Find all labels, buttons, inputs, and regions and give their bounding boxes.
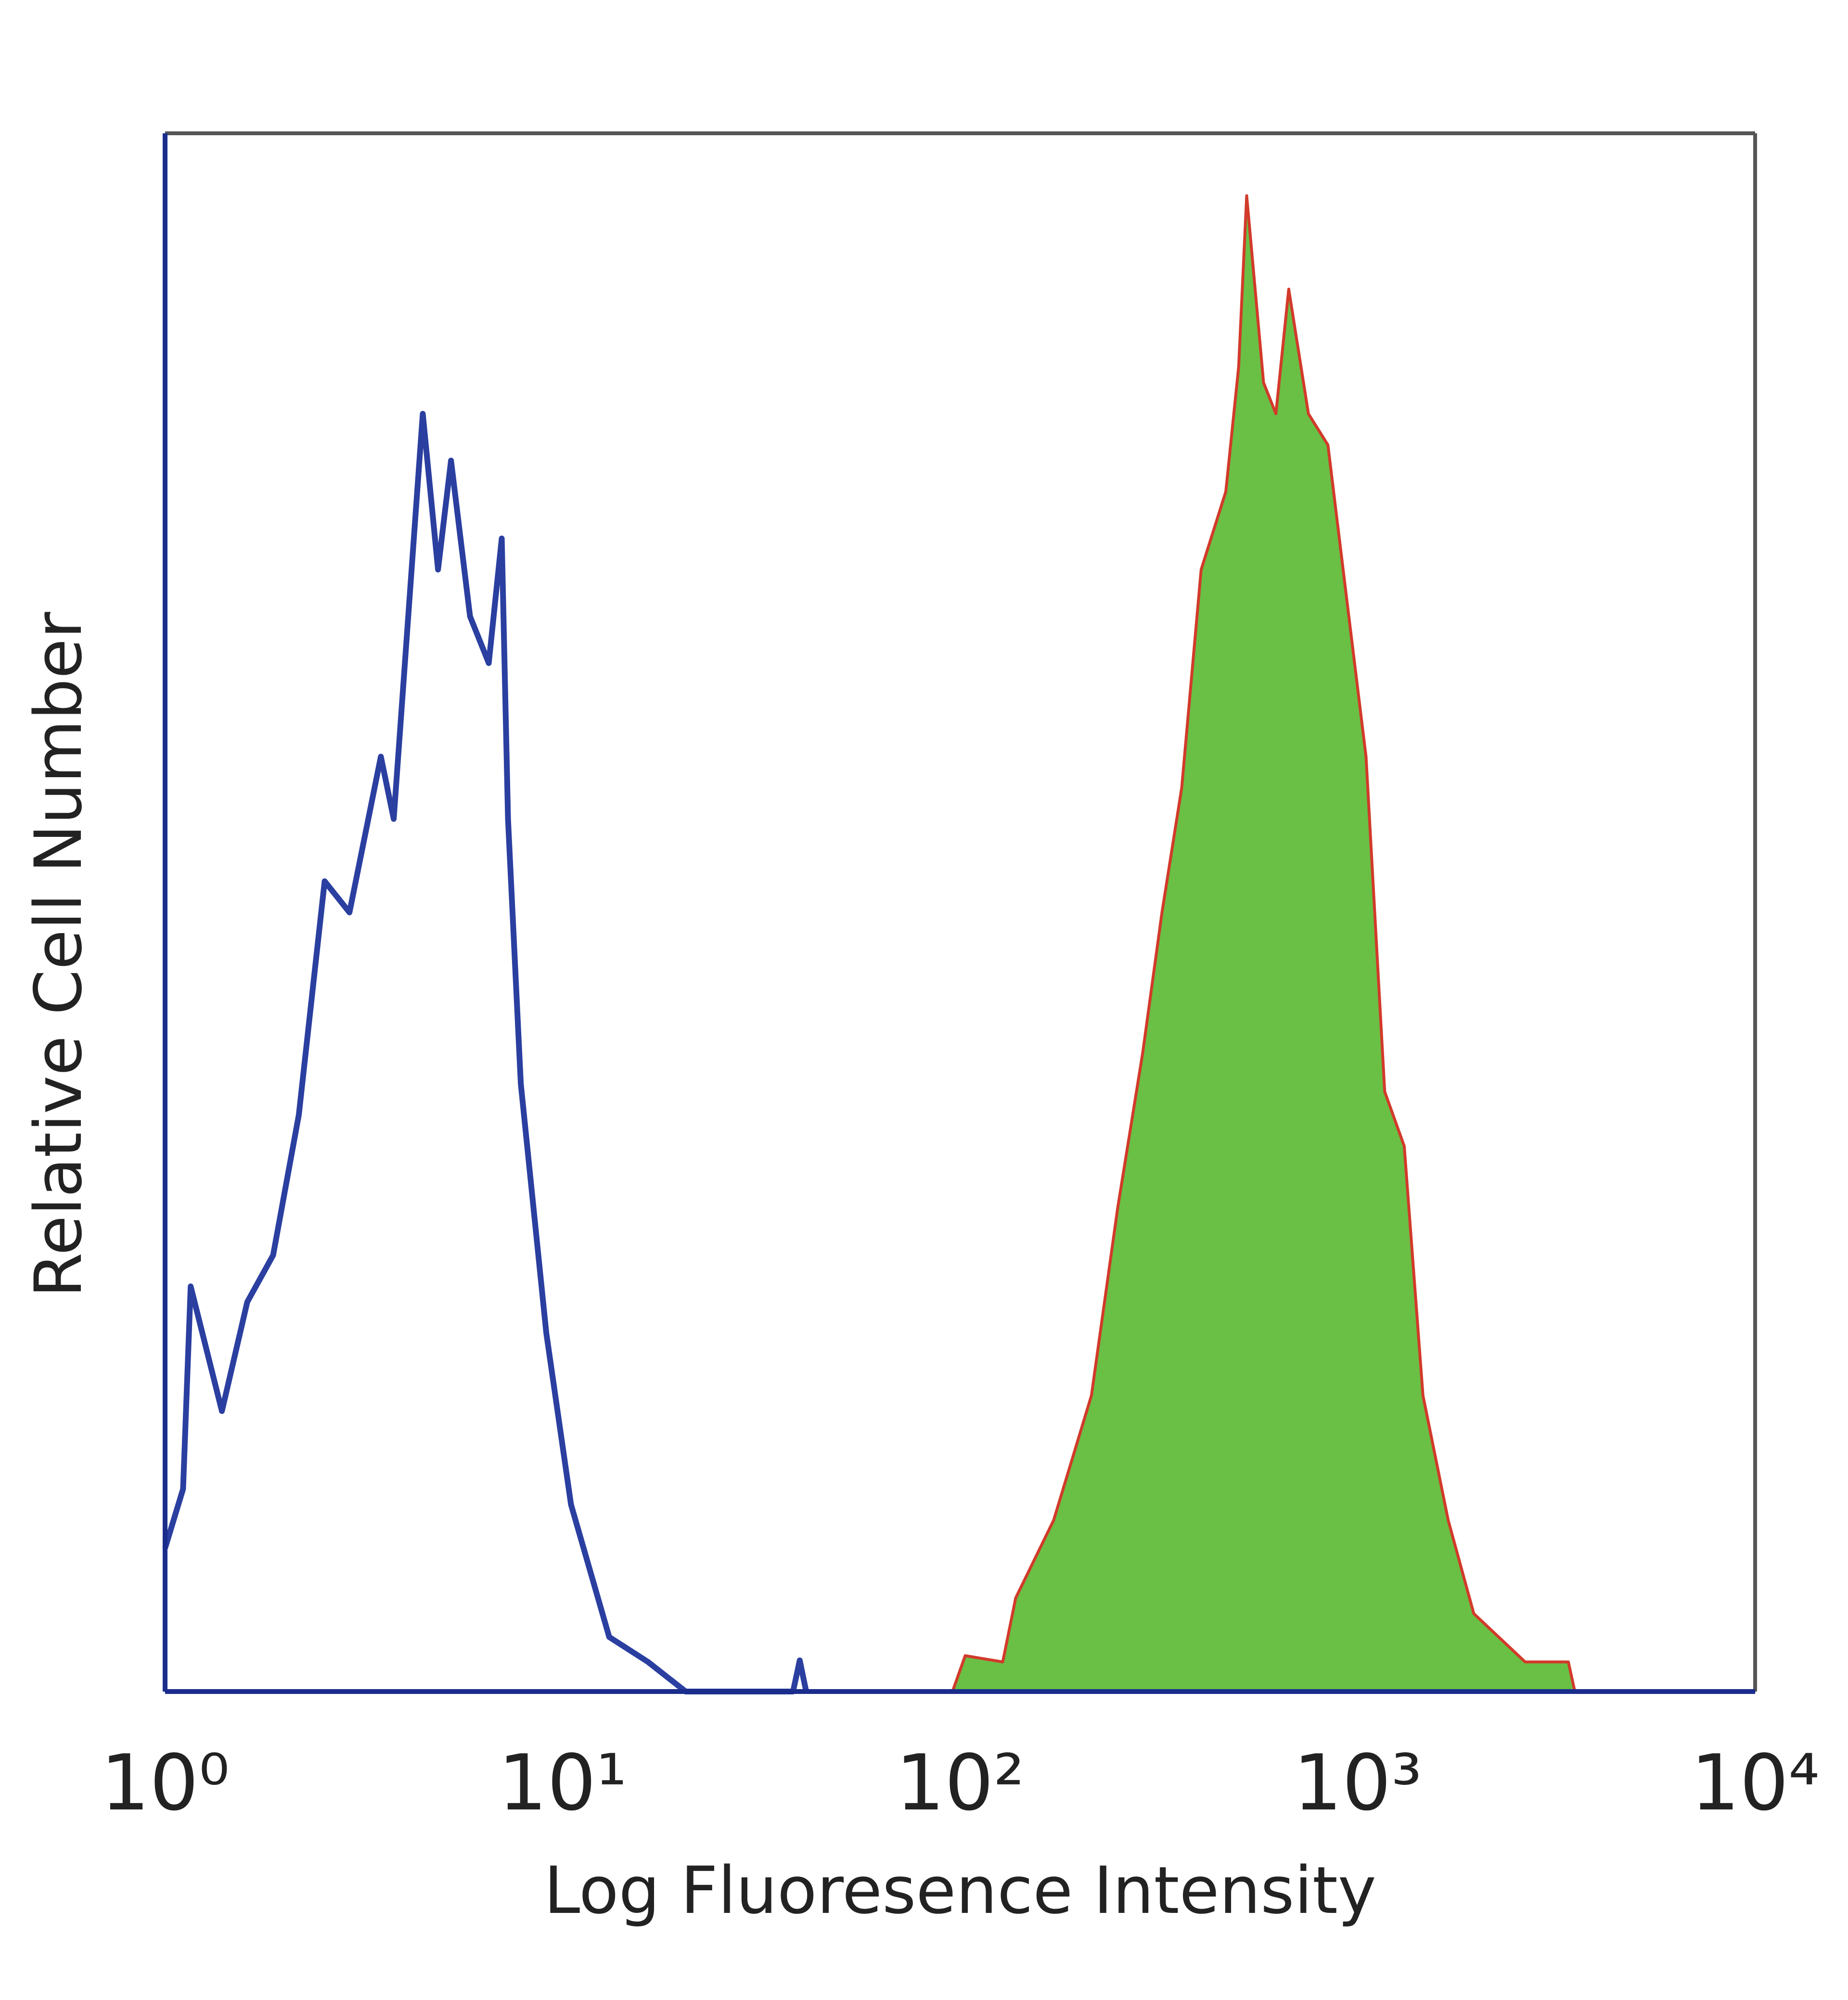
x-tick-label: 10² <box>896 1738 1025 1828</box>
y-axis-label: Relative Cell Number <box>21 612 96 1297</box>
plot-area <box>162 194 1577 1694</box>
histogram-area <box>951 194 1577 1693</box>
x-axis-label: Log Fluoresence Intensity <box>544 1853 1376 1928</box>
x-tick-label: 10⁴ <box>1691 1738 1820 1828</box>
x-tick-label: 10³ <box>1293 1738 1422 1828</box>
x-tick-label: 10¹ <box>498 1738 627 1828</box>
histogram-line <box>162 410 809 1694</box>
x-tick-label: 10⁰ <box>101 1738 230 1828</box>
